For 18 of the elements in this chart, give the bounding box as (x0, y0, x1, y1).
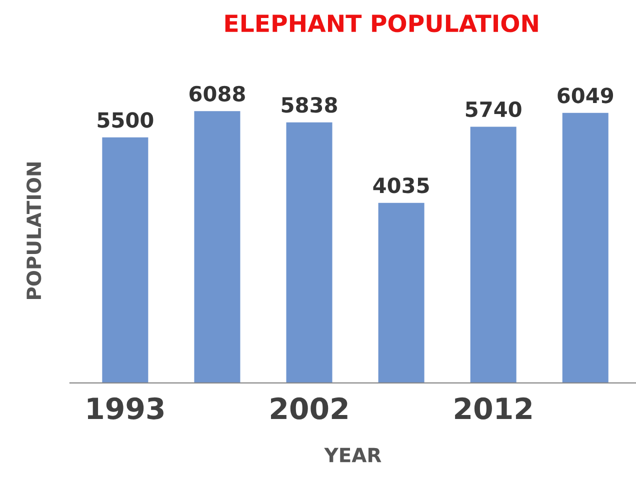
bar (470, 126, 516, 383)
chart-title: ELEPHANT POPULATION (225, 14, 538, 32)
data-label: 6049 (558, 88, 614, 104)
bar (194, 111, 240, 383)
x-tick-label: 2012 (455, 397, 532, 420)
data-label: 5838 (282, 96, 337, 113)
x-axis-title: YEAR (324, 448, 382, 462)
data-label: 5500 (98, 112, 154, 128)
data-label: 6088 (190, 86, 245, 102)
bar (562, 112, 608, 383)
x-tick-label: 1993 (88, 397, 164, 420)
bar (378, 202, 424, 383)
bar (102, 137, 148, 383)
bar (286, 122, 332, 383)
y-axis-title: POPULATION (26, 162, 42, 300)
x-tick-label: 2002 (270, 397, 348, 420)
data-label: 4035 (373, 177, 429, 194)
data-label: 5740 (466, 101, 522, 118)
